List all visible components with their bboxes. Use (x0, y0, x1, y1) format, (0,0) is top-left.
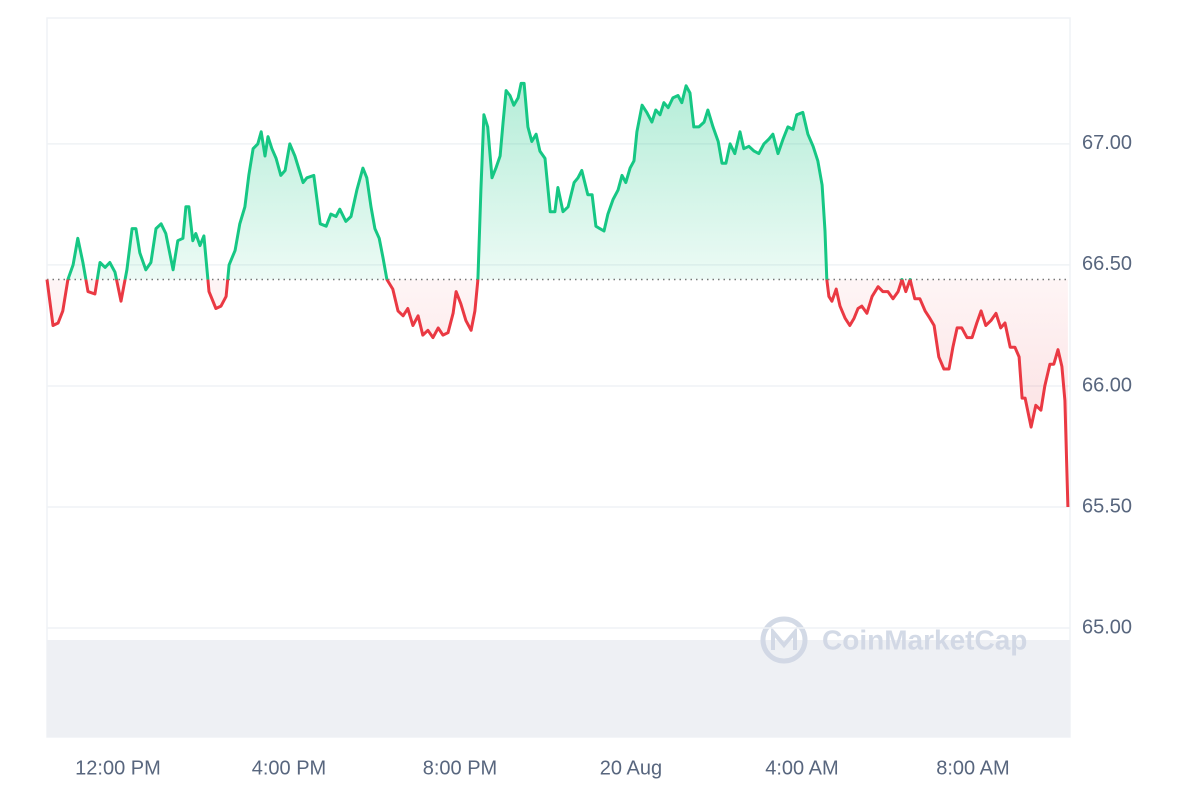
x-tick-label: 8:00 AM (936, 757, 1009, 779)
x-tick-label: 4:00 AM (765, 757, 838, 779)
x-tick-label: 4:00 PM (252, 757, 326, 779)
y-tick-label: 66.50 (1082, 253, 1132, 275)
price-line (45, 81, 1070, 508)
y-tick-label: 67.00 (1082, 132, 1132, 154)
volume-band (47, 640, 1070, 737)
price-area (47, 83, 1068, 508)
watermark-icon (760, 616, 808, 664)
y-tick-label: 65.00 (1082, 616, 1132, 638)
y-tick-label: 66.00 (1082, 374, 1132, 396)
x-tick-label: 8:00 PM (423, 757, 497, 779)
watermark: CoinMarketCap (760, 616, 1027, 664)
x-tick-label: 12:00 PM (75, 757, 161, 779)
watermark-text: CoinMarketCap (822, 624, 1027, 655)
watermark-icon (771, 626, 797, 650)
x-tick-label: 20 Aug (600, 757, 662, 779)
y-tick-label: 65.50 (1082, 495, 1132, 517)
